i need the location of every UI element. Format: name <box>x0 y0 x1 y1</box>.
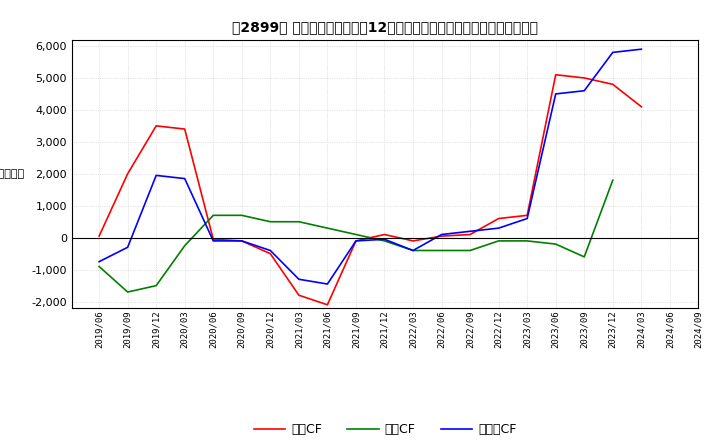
営業CF <box>123 171 132 176</box>
Legend: 営業CF, 投資CF, フリーCF: 営業CF, 投資CF, フリーCF <box>249 418 521 440</box>
投資CF <box>523 238 531 244</box>
営業CF <box>437 234 446 239</box>
フリーCF <box>380 237 389 242</box>
投資CF <box>495 238 503 244</box>
営業CF <box>323 302 332 308</box>
投資CF <box>266 219 274 224</box>
営業CF <box>495 216 503 221</box>
Y-axis label: （百万円）: （百万円） <box>0 169 24 179</box>
営業CF <box>238 238 246 244</box>
投資CF <box>323 225 332 231</box>
フリーCF <box>152 173 161 178</box>
投資CF <box>580 254 588 260</box>
フリーCF <box>266 248 274 253</box>
営業CF <box>266 251 274 257</box>
投資CF <box>409 248 418 253</box>
営業CF <box>409 238 418 244</box>
営業CF <box>523 213 531 218</box>
フリーCF <box>351 238 360 244</box>
フリーCF <box>523 216 531 221</box>
フリーCF <box>238 238 246 244</box>
営業CF <box>294 293 303 298</box>
営業CF <box>152 123 161 128</box>
営業CF <box>181 126 189 132</box>
フリーCF <box>294 277 303 282</box>
投資CF <box>380 238 389 244</box>
投資CF <box>181 243 189 248</box>
フリーCF <box>181 176 189 181</box>
投資CF <box>152 283 161 288</box>
営業CF <box>95 234 104 239</box>
Line: 営業CF: 営業CF <box>99 75 642 305</box>
投資CF <box>351 232 360 237</box>
投資CF <box>294 219 303 224</box>
フリーCF <box>209 238 217 244</box>
営業CF <box>608 82 617 87</box>
Line: フリーCF: フリーCF <box>99 49 642 284</box>
Title: 【2899】 キャッシュフローの12か月移動合計の対前年同期増減額の推移: 【2899】 キャッシュフローの12か月移動合計の対前年同期増減額の推移 <box>232 20 539 34</box>
営業CF <box>580 75 588 81</box>
投資CF <box>209 213 217 218</box>
フリーCF <box>495 225 503 231</box>
フリーCF <box>580 88 588 93</box>
投資CF <box>466 248 474 253</box>
Line: 投資CF: 投資CF <box>99 180 613 292</box>
投資CF <box>238 213 246 218</box>
投資CF <box>123 290 132 295</box>
営業CF <box>380 232 389 237</box>
投資CF <box>552 242 560 247</box>
フリーCF <box>608 50 617 55</box>
投資CF <box>608 178 617 183</box>
営業CF <box>209 237 217 242</box>
投資CF <box>95 264 104 269</box>
フリーCF <box>95 259 104 264</box>
フリーCF <box>437 232 446 237</box>
営業CF <box>351 238 360 244</box>
フリーCF <box>637 47 646 52</box>
フリーCF <box>323 282 332 287</box>
営業CF <box>552 72 560 77</box>
投資CF <box>437 248 446 253</box>
フリーCF <box>552 91 560 96</box>
営業CF <box>637 104 646 109</box>
フリーCF <box>123 245 132 250</box>
フリーCF <box>409 248 418 253</box>
営業CF <box>466 232 474 237</box>
フリーCF <box>466 229 474 234</box>
